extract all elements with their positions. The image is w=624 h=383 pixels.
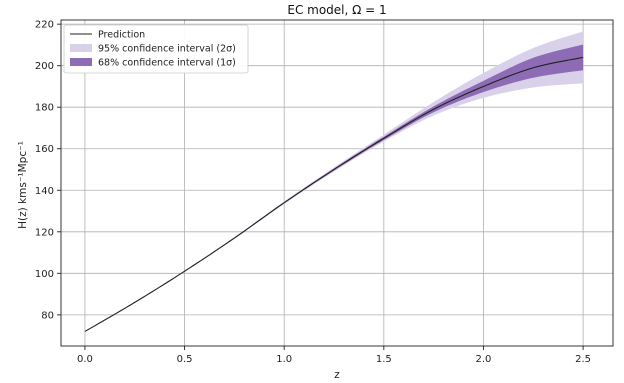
y-tick-label: 160 [35,144,54,155]
legend-band-68-swatch [70,58,92,66]
x-ticks: 0.0 0.5 1.0 1.5 2.0 2.5 [77,346,591,365]
x-tick-label: 1.5 [376,354,392,365]
y-tick-label: 120 [35,227,54,238]
x-tick-label: 0.5 [177,354,193,365]
plot-frame [60,19,614,347]
prediction-line [84,56,584,332]
x-tick-label: 2.5 [575,354,591,365]
legend-box [63,24,249,74]
y-axis-label: H(z) kms⁻¹Mpc⁻¹ [17,141,29,229]
y-tick-label: 220 [35,20,54,31]
y-tick-label: 180 [35,103,54,114]
y-tick-label: 140 [35,186,54,197]
legend-band-95-label: 95% confidence interval (2σ) [98,44,236,55]
legend-band-68-label: 68% confidence interval (1σ) [98,58,236,69]
legend: Prediction 95% confidence interval (2σ) … [63,24,249,74]
chart-title: EC model, Ω = 1 [287,3,386,17]
band-68-area [84,44,584,332]
legend-prediction-label: Prediction [98,30,145,41]
y-tick-label: 200 [35,61,54,72]
y-ticks: 80 100 120 140 160 180 200 220 [35,20,61,321]
legend-band-95-swatch [70,44,92,52]
x-tick-label: 0.0 [77,354,93,365]
y-tick-label: 80 [41,310,54,321]
band-68-layer [84,44,584,332]
x-tick-label: 2.0 [476,354,492,365]
x-tick-label: 1.0 [276,354,292,365]
y-tick-label: 100 [35,269,54,280]
prediction-line-layer [84,56,584,332]
x-axis-label: z [334,369,340,381]
gridlines [61,20,613,346]
